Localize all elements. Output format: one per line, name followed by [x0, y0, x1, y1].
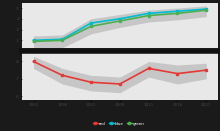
- Legend: red, blue, green: red, blue, green: [91, 120, 147, 128]
